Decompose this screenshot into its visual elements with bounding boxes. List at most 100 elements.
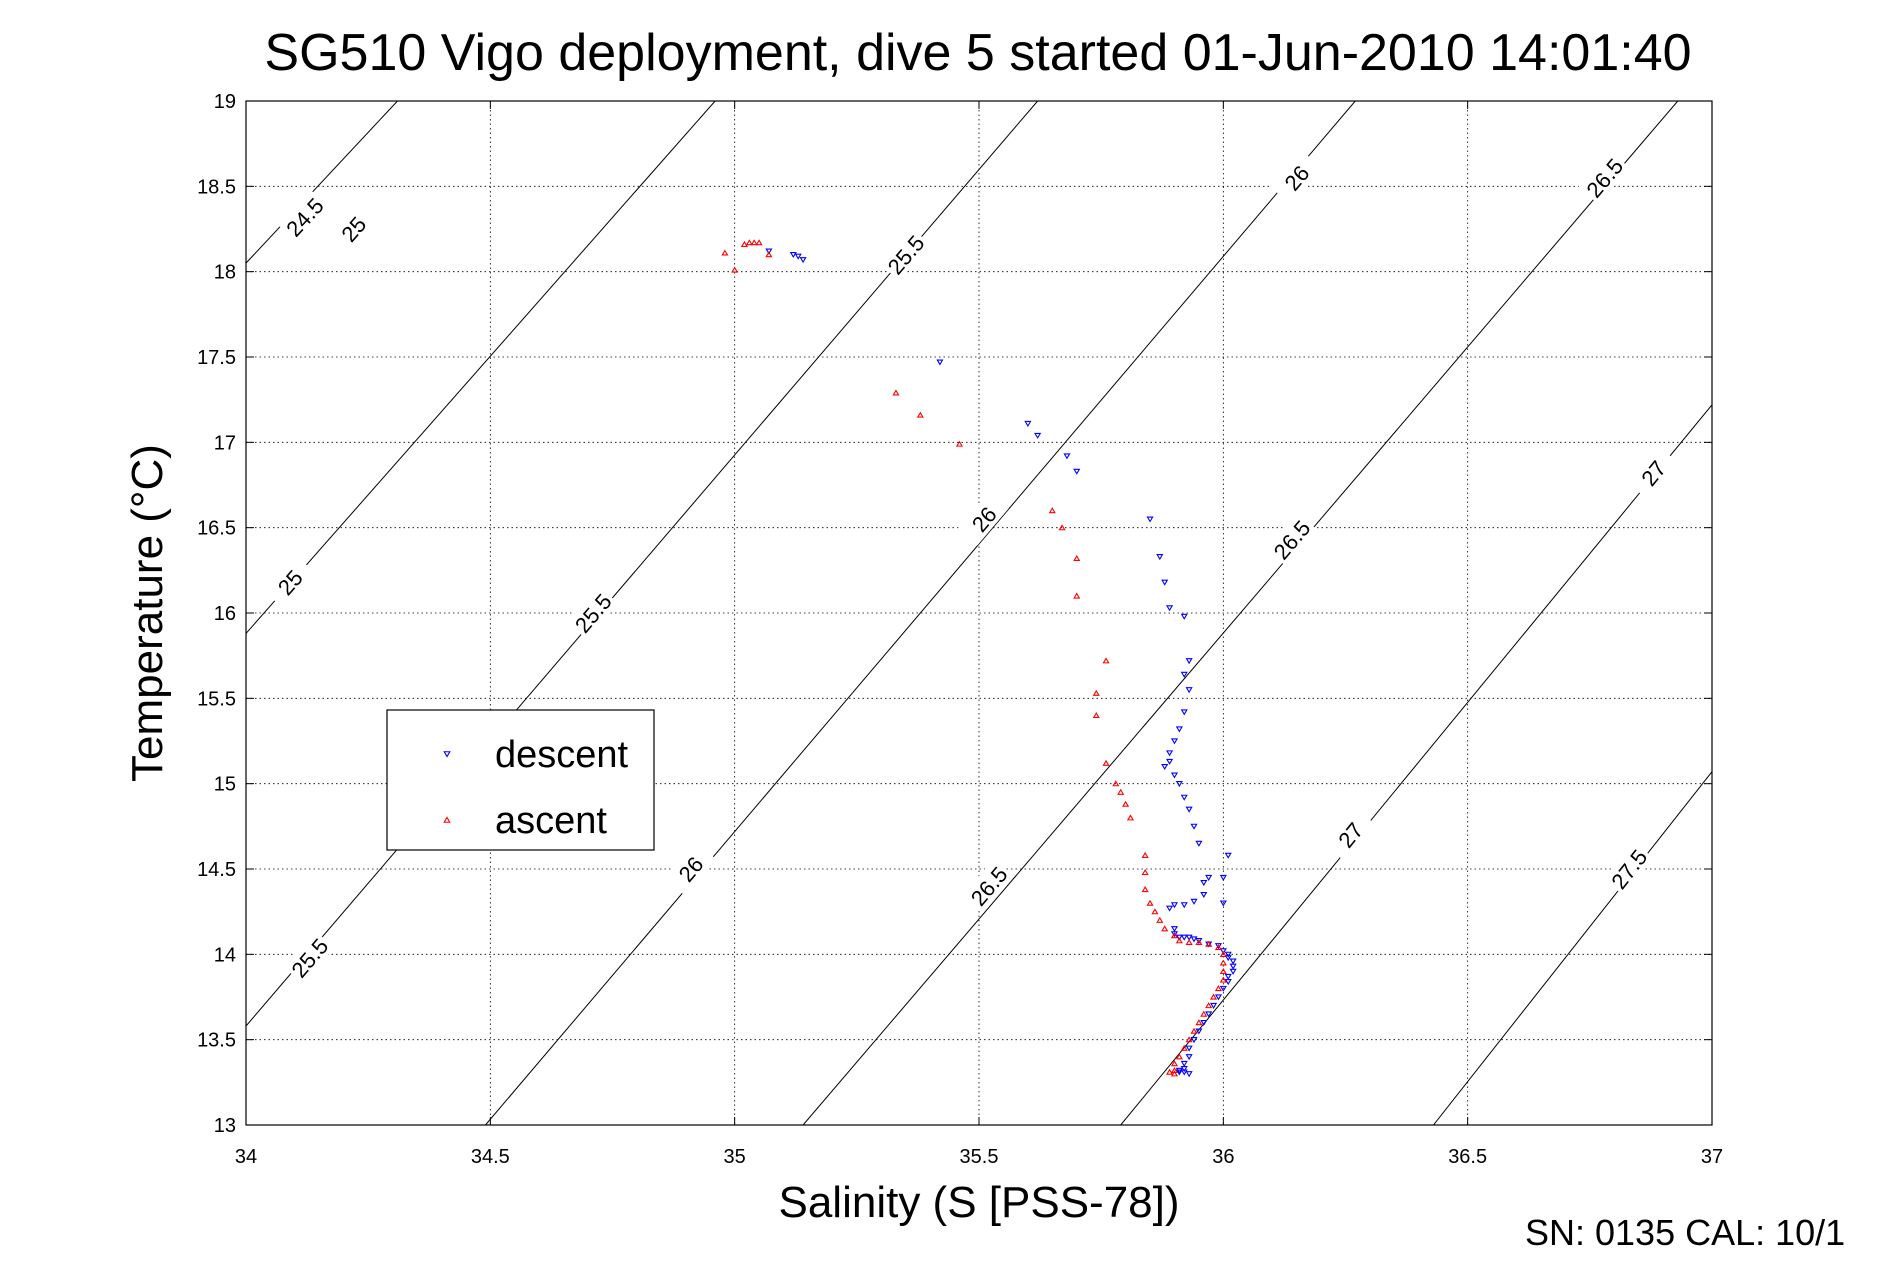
descent-point <box>1166 758 1174 765</box>
descent-point <box>1180 902 1188 909</box>
descent-point <box>1219 900 1227 907</box>
ascent-point <box>1122 800 1130 807</box>
ascent-point <box>1141 868 1149 876</box>
ascent-point <box>740 240 749 247</box>
plot-area: 24.5 252525.525.525.526262626.526.526.527… <box>197 91 1723 1168</box>
y-axis-ticks: 13 13.5 14 14.5 15 15.5 16 16.5 17 17.5 18 18.5 19 <box>197 91 1712 1137</box>
ascent-point <box>892 389 900 396</box>
ascent-point <box>1180 1044 1188 1051</box>
descent-point <box>1073 468 1081 475</box>
ascent-point <box>755 239 763 246</box>
contour-label-background <box>1578 150 1630 204</box>
descent-point <box>1170 926 1179 933</box>
descent-point <box>1175 1069 1183 1076</box>
descent-point <box>1180 1060 1188 1067</box>
descent-point <box>1224 951 1232 958</box>
ascent-point <box>1205 1002 1213 1009</box>
descent-point <box>1166 750 1174 757</box>
descent-point <box>1224 852 1232 859</box>
ascent-point <box>1195 938 1203 946</box>
density-contour-line <box>246 101 398 264</box>
contour-label-background <box>1603 841 1654 896</box>
descent-point <box>1200 1019 1208 1027</box>
contour-label-background <box>962 858 1014 913</box>
descent-point <box>1156 554 1164 561</box>
legend-marker-descent <box>443 751 451 758</box>
y-tick-label: 19 <box>214 91 236 113</box>
y-tick-label: 15 <box>214 774 236 796</box>
descent-point <box>1034 432 1042 439</box>
legend-box <box>386 709 655 851</box>
y-tick-label: 13.5 <box>197 1030 236 1052</box>
ascent-point <box>1185 1036 1193 1043</box>
descent-point <box>1170 772 1179 779</box>
descent-point <box>1166 905 1174 912</box>
ascent-point <box>1219 959 1227 966</box>
descent-point <box>1224 979 1232 986</box>
y-tick-label: 14 <box>214 944 236 966</box>
y-tick-label: 13 <box>214 1115 236 1137</box>
x-tick-label: 36.5 <box>1448 1146 1487 1168</box>
ascent-point <box>1219 950 1227 957</box>
y-tick-label: 18.5 <box>197 176 236 198</box>
descent-point <box>1175 781 1183 788</box>
x-axis-ticks: 34 34.5 35 35.5 36 36.5 37 <box>235 101 1723 1168</box>
ascent-point <box>1185 938 1193 946</box>
x-tick-label: 37 <box>1701 1146 1723 1168</box>
grid <box>246 101 1712 1125</box>
ascent-point <box>1214 985 1223 992</box>
ascent-point <box>765 251 773 258</box>
descent-point <box>1180 1066 1188 1073</box>
ascent-point <box>721 249 729 256</box>
ascent-point <box>1209 993 1218 1000</box>
ascent-point <box>1092 689 1100 696</box>
descent-point <box>1185 1054 1193 1061</box>
descent-point <box>1166 605 1174 612</box>
y-tick-label: 18 <box>214 262 236 284</box>
ascent-point <box>1205 940 1213 947</box>
descent-point <box>1190 1037 1198 1044</box>
descent-point <box>1190 823 1198 830</box>
density-contour-line <box>246 101 716 634</box>
descent-point <box>1175 934 1183 941</box>
ascent-point <box>1073 592 1081 599</box>
ascent-point <box>1219 967 1227 975</box>
ascent-point <box>1170 1070 1179 1077</box>
ascent-point <box>1166 1068 1174 1075</box>
y-tick-label: 16.5 <box>197 518 236 540</box>
descent-point <box>1229 968 1237 975</box>
descent-point <box>1161 579 1169 586</box>
descent-point <box>1209 1002 1218 1009</box>
legend: descent ascent <box>386 709 655 851</box>
ascent-point <box>1195 1019 1203 1026</box>
y-axis-label: Temperature (°C) <box>123 444 172 782</box>
ascent-point <box>1092 711 1100 719</box>
descent-point <box>1180 709 1188 716</box>
ascent-point <box>1146 899 1154 906</box>
ascent-point <box>1170 1060 1179 1067</box>
series-ascent <box>721 239 1227 1077</box>
contour-label-background <box>1265 512 1317 566</box>
descent-point <box>1229 958 1237 965</box>
y-tick-label: 14.5 <box>197 859 236 881</box>
descent-point <box>1180 934 1188 941</box>
ascent-point <box>1141 886 1149 893</box>
y-tick-label: 17.5 <box>197 347 236 369</box>
ascent-point <box>1112 780 1120 787</box>
data-series <box>721 239 1237 1078</box>
descent-point <box>765 248 773 255</box>
x-tick-label: 34.5 <box>471 1146 510 1168</box>
descent-point <box>1200 880 1208 887</box>
ascent-point <box>955 440 964 447</box>
descent-point <box>1224 955 1232 962</box>
ascent-point <box>1156 916 1164 923</box>
descent-point <box>1214 994 1223 1001</box>
ascent-point <box>1161 925 1169 932</box>
descent-point <box>1219 874 1227 881</box>
y-tick-label: 15.5 <box>197 688 236 710</box>
descent-point <box>794 253 802 260</box>
descent-point <box>1180 613 1188 620</box>
ascent-point <box>916 411 924 418</box>
ascent-point <box>1048 507 1056 514</box>
